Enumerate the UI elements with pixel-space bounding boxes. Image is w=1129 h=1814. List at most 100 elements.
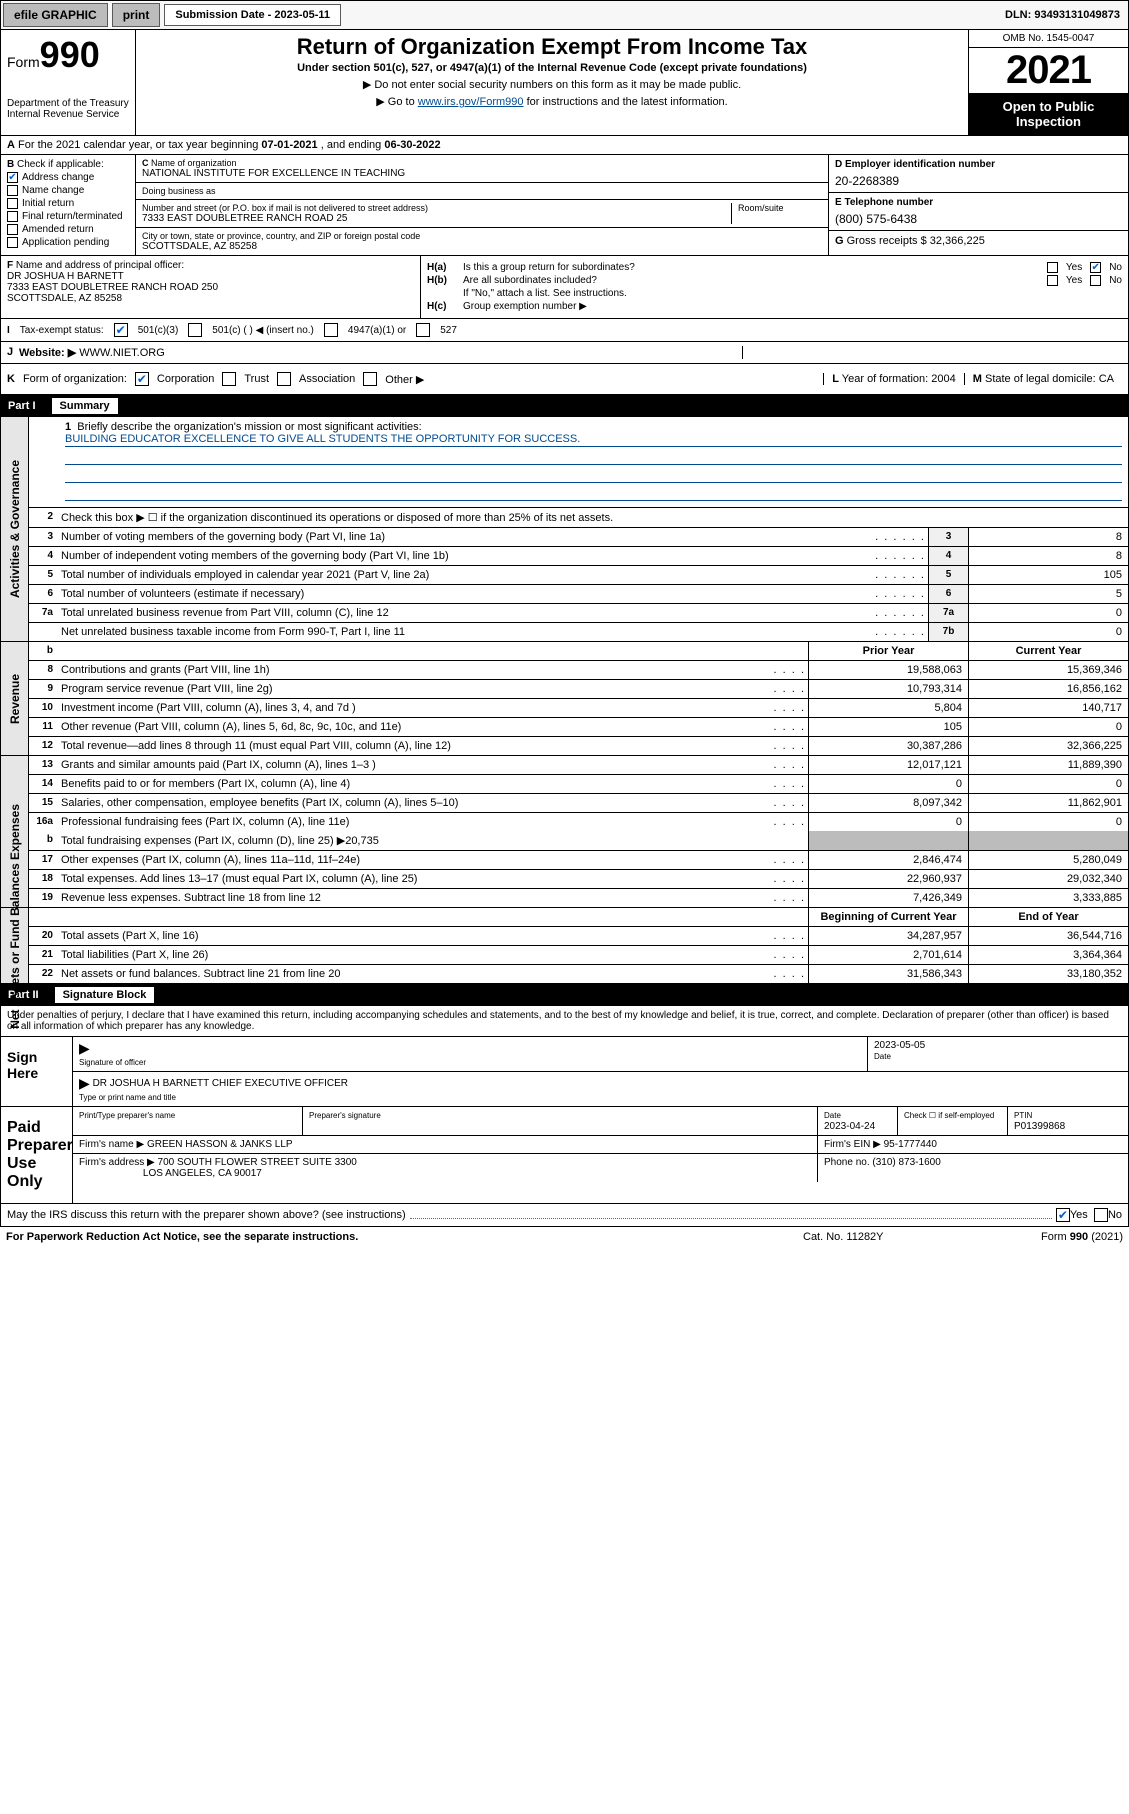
checkbox[interactable] [7, 224, 18, 235]
527-checkbox[interactable] [416, 323, 430, 337]
checkbox[interactable] [7, 198, 18, 209]
4947-checkbox[interactable] [324, 323, 338, 337]
summary-line: 22Net assets or fund balances. Subtract … [29, 965, 1128, 983]
ssn-warning: ▶ Do not enter social security numbers o… [144, 78, 960, 91]
instructions-link-line: ▶ Go to www.irs.gov/Form990 for instruct… [144, 95, 960, 108]
form-number-footer: Form 990 (2021) [983, 1231, 1123, 1243]
expenses-section: Expenses 13Grants and similar amounts pa… [0, 756, 1129, 908]
checkbox-row: Application pending [7, 237, 129, 248]
summary-line: 10Investment income (Part VIII, column (… [29, 699, 1128, 718]
vert-label-netassets: Net Assets or Fund Balances [1, 908, 29, 983]
prior-amount: 10,793,314 [808, 680, 968, 698]
current-amount: 32,366,225 [968, 737, 1128, 755]
column-b-checkboxes: B Check if applicable: ✔Address changeNa… [1, 155, 136, 255]
open-to-public: Open to Public Inspection [969, 93, 1128, 135]
checkbox-row: Name change [7, 185, 129, 196]
amount-cell: 0 [968, 604, 1128, 622]
checkbox-row: ✔ Address change [7, 172, 129, 183]
street-address: 7333 EAST DOUBLETREE RANCH ROAD 25 [142, 213, 725, 224]
checkbox[interactable] [7, 237, 18, 248]
501c3-checkbox[interactable]: ✔ [114, 323, 128, 337]
print-button[interactable]: print [112, 3, 161, 27]
checkbox[interactable]: ✔ [7, 172, 18, 183]
prior-amount: 105 [808, 718, 968, 736]
efile-graphic-button[interactable]: efile GRAPHIC [3, 3, 108, 27]
current-amount: 36,544,716 [968, 927, 1128, 945]
assoc-checkbox[interactable] [277, 372, 291, 386]
vert-label-governance: Activities & Governance [1, 417, 29, 641]
summary-line: 12Total revenue—add lines 8 through 11 (… [29, 737, 1128, 755]
current-amount: 0 [968, 813, 1128, 831]
current-year-header: Current Year [968, 642, 1128, 660]
hb-yes-checkbox[interactable] [1047, 275, 1058, 286]
amount-cell: 105 [968, 566, 1128, 584]
ha-yes-checkbox[interactable] [1047, 262, 1058, 273]
hb-no-checkbox[interactable] [1090, 275, 1101, 286]
irs-discuss-yes-checkbox[interactable]: ✔ [1056, 1208, 1070, 1222]
checkbox-label: Application pending [22, 237, 109, 248]
submission-date: Submission Date - 2023-05-11 [164, 4, 341, 26]
row-a-tax-year: A For the 2021 calendar year, or tax yea… [0, 136, 1129, 155]
ptin: P01399868 [1014, 1121, 1065, 1132]
form-subtitle: Under section 501(c), 527, or 4947(a)(1)… [144, 62, 960, 74]
prior-amount: 12,017,121 [808, 756, 968, 774]
checkbox-label: Amended return [22, 224, 94, 235]
prior-amount: 0 [808, 813, 968, 831]
city-state-zip: SCOTTSDALE, AZ 85258 [142, 241, 822, 252]
checkbox[interactable] [7, 211, 18, 222]
mission-block: 1 Briefly describe the organization's mi… [29, 417, 1128, 507]
gross-receipts: 32,366,225 [930, 235, 985, 247]
irs-discuss-no-checkbox[interactable] [1094, 1208, 1108, 1222]
tax-year: 2021 [969, 48, 1128, 93]
org-name: NATIONAL INSTITUTE FOR EXCELLENCE IN TEA… [142, 168, 822, 179]
current-amount: 5,280,049 [968, 851, 1128, 869]
summary-line: 13Grants and similar amounts paid (Part … [29, 756, 1128, 775]
corp-checkbox[interactable]: ✔ [135, 372, 149, 386]
ha-no-checkbox[interactable]: ✔ [1090, 262, 1101, 273]
omb-number: OMB No. 1545-0047 [969, 30, 1128, 48]
column-de: D Employer identification number 20-2268… [828, 155, 1128, 255]
instructions-link[interactable]: www.irs.gov/Form990 [418, 96, 524, 108]
section-bcd: B Check if applicable: ✔Address changeNa… [0, 155, 1129, 256]
beginning-year-header: Beginning of Current Year [808, 908, 968, 926]
summary-line: 16aProfessional fundraising fees (Part I… [29, 813, 1128, 831]
row-j-website: J Website: ▶ WWW.NIET.ORG [0, 342, 1129, 364]
summary-line: 5Total number of individuals employed in… [29, 566, 1128, 585]
state-domicile: CA [1099, 373, 1114, 385]
grey-cell [808, 831, 968, 850]
prior-amount: 2,701,614 [808, 946, 968, 964]
column-c: C Name of organization NATIONAL INSTITUT… [136, 155, 828, 255]
current-amount: 140,717 [968, 699, 1128, 717]
website-url: WWW.NIET.ORG [79, 347, 165, 359]
summary-line: 18Total expenses. Add lines 13–17 (must … [29, 870, 1128, 889]
page-footer: For Paperwork Reduction Act Notice, see … [0, 1227, 1129, 1247]
perjury-declaration: Under penalties of perjury, I declare th… [1, 1006, 1128, 1036]
checkbox[interactable] [7, 185, 18, 196]
prior-amount: 2,846,474 [808, 851, 968, 869]
prior-amount: 34,287,957 [808, 927, 968, 945]
vert-label-revenue: Revenue [1, 642, 29, 755]
current-amount: 3,333,885 [968, 889, 1128, 907]
checkbox-row: Final return/terminated [7, 211, 129, 222]
revenue-section: Revenue b Prior Year Current Year 8Contr… [0, 642, 1129, 756]
current-amount: 29,032,340 [968, 870, 1128, 888]
summary-line: 11Other revenue (Part VIII, column (A), … [29, 718, 1128, 737]
summary-line: 8Contributions and grants (Part VIII, li… [29, 661, 1128, 680]
form-title: Return of Organization Exempt From Incom… [144, 34, 960, 60]
net-assets-section: Net Assets or Fund Balances Beginning of… [0, 908, 1129, 984]
prior-amount: 30,387,286 [808, 737, 968, 755]
checkbox-row: Amended return [7, 224, 129, 235]
checkbox-label: Address change [22, 172, 94, 183]
trust-checkbox[interactable] [222, 372, 236, 386]
other-checkbox[interactable] [363, 372, 377, 386]
mission-text: BUILDING EDUCATOR EXCELLENCE TO GIVE ALL… [65, 433, 1122, 447]
paid-preparer-label: Paid Preparer Use Only [1, 1107, 73, 1203]
current-amount: 11,862,901 [968, 794, 1128, 812]
current-amount: 15,369,346 [968, 661, 1128, 679]
501c-checkbox[interactable] [188, 323, 202, 337]
form-header: Form990 Department of the Treasury Inter… [0, 30, 1129, 136]
summary-line: 4Number of independent voting members of… [29, 547, 1128, 566]
amount-cell: 5 [968, 585, 1128, 603]
summary-line: 17Other expenses (Part IX, column (A), l… [29, 851, 1128, 870]
grey-cell [968, 831, 1128, 850]
